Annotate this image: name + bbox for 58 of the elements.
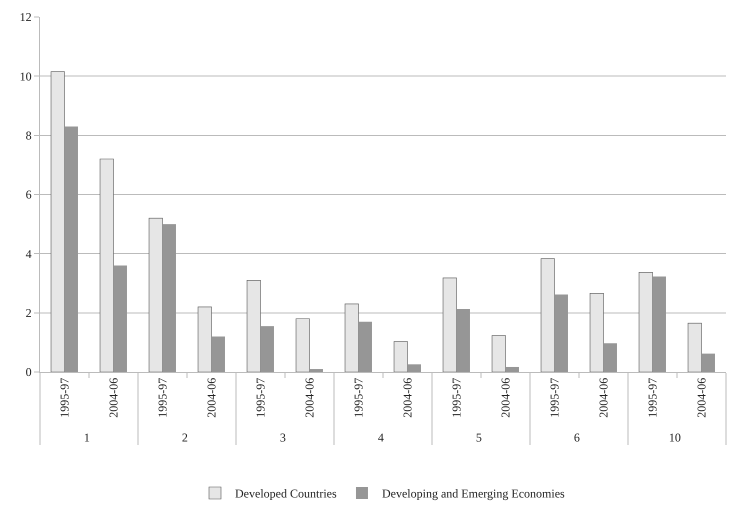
y-tick-label: 2 [26,306,32,320]
x-tick-label: 2004-06 [596,378,610,418]
bar [604,343,617,372]
bar [358,322,372,372]
bar [492,335,506,372]
bar [148,218,163,372]
bar [652,276,666,372]
bar [296,318,310,372]
text: 5 [476,430,482,444]
bar [310,369,323,372]
bar [554,294,568,372]
x-tick-label: 1995-97 [253,378,268,418]
legend-label: Developing and Emerging Economies [382,486,566,501]
x-tick-label: 2004-06 [204,378,218,418]
y-tick-label: 4 [26,246,32,261]
x-tick-label: 1995-97 [155,378,170,418]
bar [590,293,604,372]
text: 10 [668,430,681,444]
bar [456,308,470,372]
bar [394,341,408,372]
x-tick-label: 2004-06 [694,378,708,418]
text: 6 [574,430,580,444]
bar [100,158,114,372]
x-tick-label: 1995-97 [351,378,366,418]
bar [540,258,555,372]
x-tick-label: 2004-06 [106,378,120,418]
x-tick-label: 2004-06 [498,378,512,418]
bar [246,280,261,372]
x-tick-label: 1995-97 [645,378,660,418]
y-tick-label: 8 [26,128,32,143]
bar [212,336,225,372]
x-tick-label: 2004-06 [302,378,316,418]
bar [162,224,176,372]
bar [688,322,702,372]
bar [344,304,359,372]
y-tick-label: 0 [26,365,32,380]
bar [638,272,653,372]
y-tick-label: 6 [26,188,32,202]
x-tick-label: 1995-97 [449,378,464,418]
x-tick-label: 1995-97 [57,378,72,418]
bar [260,326,274,372]
bar [64,126,78,372]
legend-label: Developed Countries [235,486,337,501]
bar [506,366,519,372]
text: 3 [280,430,286,444]
bar [50,71,65,372]
x-tick-label: 2004-06 [400,378,414,418]
text: 2 [182,430,188,444]
bar [408,364,421,372]
text: 1 [84,430,90,444]
y-tick-label: 12 [20,10,32,24]
x-tick-label: 1995-97 [547,378,562,418]
y-tick-label: 10 [20,69,32,84]
bar [702,354,715,372]
bar [198,306,212,372]
text: 4 [378,430,384,444]
bar [114,266,127,372]
bar [442,278,457,372]
